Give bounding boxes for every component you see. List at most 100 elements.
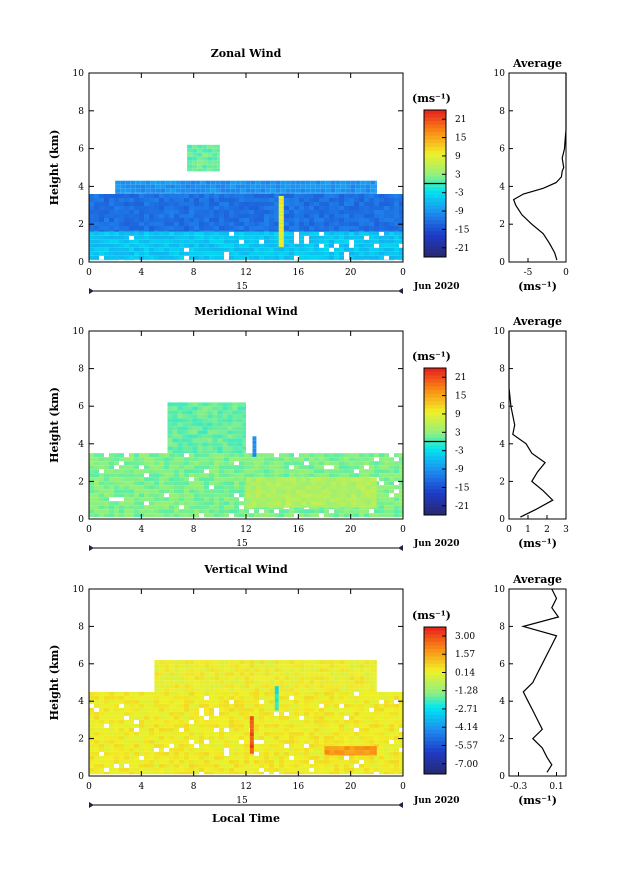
heat-cell [304,767,309,772]
heat-cell [129,243,134,248]
heat-cell [356,497,361,502]
heat-cell [339,235,344,240]
heat-cell [254,226,259,230]
heat-cell [224,680,230,685]
heat-cell [134,767,139,772]
heat-cell [194,247,199,252]
heat-cell [104,743,109,748]
heat-cell [389,243,394,248]
heat-cell [114,711,119,716]
heat-cell [194,699,199,704]
heat-cell [301,481,306,486]
heat-cell [169,230,174,232]
heat-cell [219,489,224,494]
heat-cell [334,218,339,222]
heat-cell [129,210,134,214]
heat-cell [199,695,204,700]
heat-cell [314,751,319,756]
heat-cell [279,672,285,677]
heat-cell [134,230,139,232]
heat-cell [229,759,234,764]
y-tick-label: 4 [78,182,84,192]
heat-cell [149,247,154,252]
heat-cell [354,210,359,214]
heat-cell [237,422,243,427]
heat-cell [364,247,369,252]
heat-cell [159,680,165,685]
heat-cell [319,469,324,474]
heat-cell [349,691,354,696]
heat-cell [219,719,224,724]
heat-cell [349,755,354,760]
heat-cell [219,251,224,256]
heat-cell [264,739,269,744]
heat-cell [214,751,219,756]
heat-cell [289,218,294,222]
heat-cell [269,461,274,466]
heat-cell [389,194,394,198]
heat-cell [256,501,261,506]
heat-cell [144,461,149,466]
heat-cell [389,230,394,232]
heat-cell [104,509,109,514]
heat-cell [144,465,149,470]
heat-cell [209,461,214,466]
heat-cell [269,664,275,669]
average-x-tick-label: 1 [525,525,531,535]
heat-cell [89,699,94,704]
heat-cell [369,731,374,736]
heat-cell [329,763,334,768]
heat-cell [274,715,279,720]
heat-cell [278,203,284,208]
heat-cell [217,414,223,419]
heat-cell [212,426,218,431]
heat-cell [339,218,344,222]
heat-cell [399,485,403,490]
heat-cell [316,505,321,508]
heat-cell [199,457,204,462]
heat-cell [139,743,144,748]
heat-cell [150,184,156,189]
heat-cell [104,513,109,518]
heat-cell [399,751,403,756]
heat-cell [314,453,319,458]
heat-cell [164,723,169,728]
heat-cell [109,707,114,712]
heat-cell [167,406,173,411]
heat-cell [374,222,379,226]
colorbar-swatch [424,245,446,251]
heat-cell [264,699,269,704]
heat-cell [217,450,223,454]
heat-cell [314,660,320,665]
heat-cell [304,751,309,756]
heat-cell [189,461,194,466]
heat-cell [204,222,209,226]
heat-cell [244,226,249,230]
heat-cell [264,226,269,230]
heat-cell [204,763,209,768]
heat-cell [369,198,374,202]
heat-cell [189,735,194,740]
heat-cell [239,231,244,236]
heat-cell [119,691,124,696]
heat-cell [274,194,279,198]
heat-cell [159,505,164,510]
heat-cell [169,485,174,490]
heat-cell [184,509,189,514]
heat-cell [244,235,249,240]
heat-cell [224,202,229,206]
heat-cell [169,719,174,724]
heat-cell [394,509,399,514]
heat-cell [269,751,274,756]
heat-cell [264,743,269,748]
heat-cell [234,481,239,486]
heat-cell [222,426,228,431]
heat-cell [284,210,289,214]
heat-cell [294,727,299,732]
heat-cell [279,469,284,474]
colorbar-swatch [424,128,446,133]
colorbar-tick-label: -21 [455,502,470,512]
heat-cell [254,688,260,692]
heat-cell [359,691,364,696]
heat-cell [225,180,231,185]
